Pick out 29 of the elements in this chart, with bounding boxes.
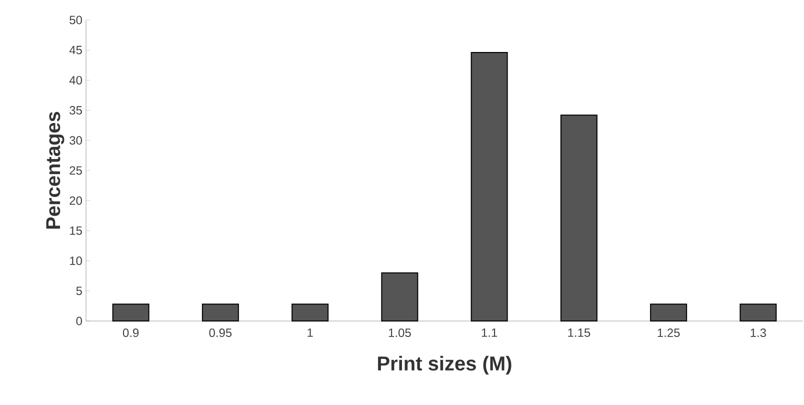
- y-tick-label: 5: [76, 286, 82, 296]
- bar: [202, 304, 239, 322]
- bar: [381, 272, 418, 322]
- x-tick-label: 0.9: [122, 328, 139, 338]
- x-tick-label: 1.1: [482, 328, 498, 337]
- y-tick-label: 30: [70, 136, 82, 145]
- x-tick-label: 1.15: [568, 328, 590, 337]
- y-tick-label: 50: [70, 16, 82, 24]
- bar: [650, 304, 688, 322]
- x-tick-label: 1.05: [388, 328, 411, 338]
- bar: [470, 52, 508, 322]
- bar: [560, 114, 598, 322]
- x-tick-label: 1.3: [750, 328, 766, 338]
- y-tick-label: 25: [70, 166, 82, 175]
- x-tick-label: 0.95: [209, 328, 232, 338]
- y-tick-label: 10: [70, 256, 82, 266]
- bar: [740, 304, 777, 322]
- y-tick-label: 35: [70, 106, 82, 115]
- x-tick-label: 1.25: [658, 328, 680, 338]
- x-axis-title: Print sizes (M): [378, 356, 512, 375]
- y-tick-label: 0: [76, 316, 82, 326]
- y-tick-label: 15: [70, 226, 82, 235]
- y-tick-label: 45: [69, 46, 82, 54]
- y-tick-label: 40: [69, 76, 82, 84]
- x-tick-label: 1: [308, 328, 313, 337]
- y-tick-label: 20: [70, 196, 82, 205]
- bar: [292, 304, 329, 322]
- y-axis-title: Percentages: [46, 112, 64, 229]
- bar: [112, 304, 150, 322]
